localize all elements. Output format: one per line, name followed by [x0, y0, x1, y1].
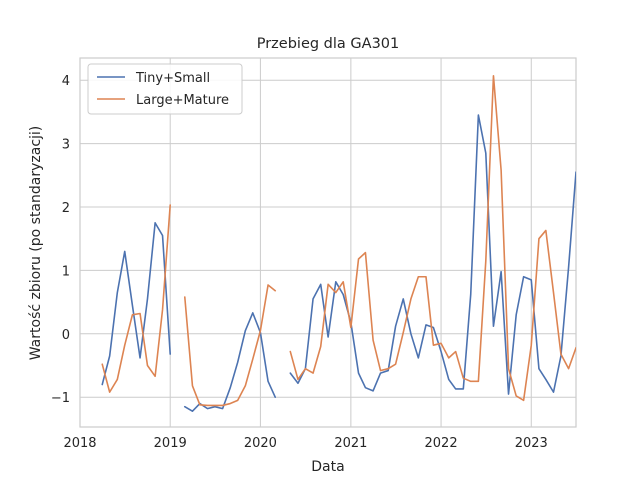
- y-axis-title: Wartość zbioru (po standaryzacji): [28, 126, 44, 361]
- x-axis-title: Data: [311, 459, 344, 475]
- x-tick-label: 2019: [154, 436, 187, 451]
- y-tick-label: −1: [51, 391, 70, 406]
- y-axis: −1 0 1 2 3 4: [51, 74, 70, 406]
- y-tick-label: 0: [62, 328, 70, 343]
- x-tick-label: 2022: [425, 436, 458, 451]
- series-group: [101, 74, 576, 412]
- legend: Tiny+Small Large+Mature: [87, 63, 243, 115]
- y-tick-label: 3: [62, 138, 70, 153]
- y-tick-label: 4: [62, 74, 70, 89]
- x-tick-label: 2021: [334, 436, 367, 451]
- x-tick-label: 2020: [244, 436, 277, 451]
- x-tick-label: 2023: [515, 436, 548, 451]
- legend-label: Tiny+Small: [135, 71, 210, 86]
- plot-frame: [79, 57, 577, 428]
- legend-box: [87, 63, 243, 115]
- chart-title: Przebieg dla GA301: [257, 36, 400, 52]
- y-tick-label: 2: [62, 201, 70, 216]
- x-axis: 2018 2019 2020 2021 2022 2023: [63, 436, 547, 451]
- legend-label: Large+Mature: [136, 93, 229, 108]
- series-line-2: [101, 74, 576, 407]
- y-tick-label: 1: [62, 264, 70, 279]
- x-tick-label: 2018: [63, 436, 96, 451]
